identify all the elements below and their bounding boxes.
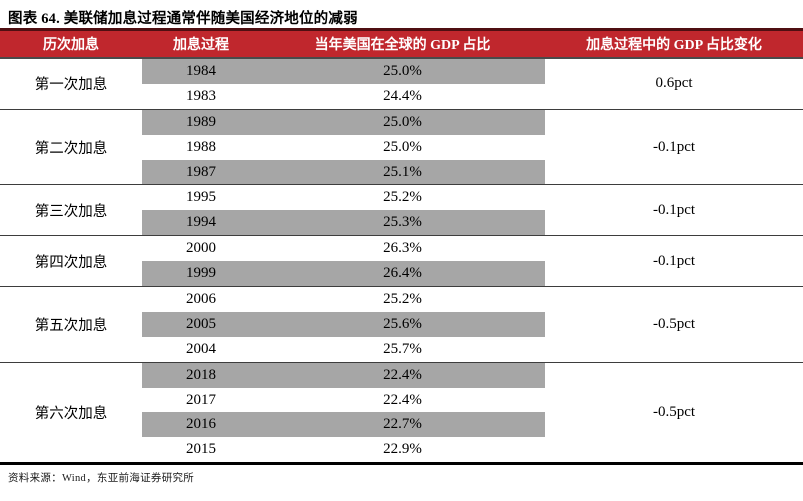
year-cell: 2017	[186, 391, 216, 408]
year-cell: 2016	[142, 412, 260, 438]
hike-round-label: 第一次加息	[34, 77, 108, 94]
gdp-share-cell: 24.4%	[383, 87, 422, 104]
year-cell: 1995	[186, 189, 216, 206]
column-header-hike-round: 历次加息	[43, 38, 99, 53]
gdp-share-cell: 26.4%	[260, 261, 545, 287]
gdp-share-cell: 22.9%	[383, 441, 422, 458]
year-cell: 1989	[142, 109, 260, 135]
year-cell: 1987	[142, 159, 260, 185]
gdp-share-cell: 25.0%	[260, 59, 545, 84]
source-note: 资料来源：Wind，东亚前海证券研究所	[8, 473, 195, 485]
year-cell: 1988	[186, 138, 216, 155]
gdp-share-cell: 25.2%	[383, 290, 422, 307]
year-cell: 1999	[142, 261, 260, 287]
gdp-change-cell: -0.1pct	[652, 252, 696, 269]
hike-round-label: 第三次加息	[34, 203, 108, 220]
rate-hike-group: 第六次加息 2018 22.4% 2017 22.4% 2016 22.7% 2015 22.9…	[0, 362, 803, 466]
gdp-change-cell: -0.5pct	[652, 315, 696, 332]
year-cell: 2005	[142, 311, 260, 337]
hike-round-label: 第二次加息	[34, 140, 108, 157]
gdp-share-cell: 25.2%	[383, 189, 422, 206]
year-cell: 1983	[186, 87, 216, 104]
figure-title: 图表 64. 美联储加息过程通常伴随美国经济地位的减弱	[8, 11, 358, 27]
gdp-share-cell: 25.3%	[260, 210, 545, 236]
year-cell: 2004	[186, 340, 216, 357]
column-header-hike-process: 加息过程	[173, 38, 229, 53]
gdp-change-cell: -0.5pct	[652, 403, 696, 420]
gdp-change-cell: -0.1pct	[652, 201, 696, 218]
gdp-share-cell: 22.4%	[383, 391, 422, 408]
year-cell: 2015	[186, 441, 216, 458]
rate-hike-group: 第一次加息 1984 25.0% 1983 24.4% 0.6pct	[0, 59, 803, 110]
rate-hike-group: 第四次加息 2000 26.3% 1999 26.4% -0.1pct	[0, 236, 803, 288]
rate-hike-group: 第二次加息 1989 25.0% 1988 25.0% 1987 25.1% -0.1pct	[0, 109, 803, 186]
gdp-share-cell: 25.6%	[260, 311, 545, 337]
year-cell: 2018	[142, 362, 260, 388]
gdp-share-cell: 25.1%	[260, 159, 545, 185]
gdp-share-cell: 25.0%	[260, 109, 545, 135]
gdp-change-cell: 0.6pct	[655, 75, 693, 92]
column-header-gdp-change: 加息过程中的 GDP 占比变化	[586, 38, 762, 53]
gdp-share-cell: 22.4%	[260, 362, 545, 388]
year-cell: 2000	[186, 240, 216, 257]
column-header-gdp-share: 当年美国在全球的 GDP 占比	[314, 38, 491, 53]
year-cell: 2006	[186, 290, 216, 307]
gdp-change-cell: -0.1pct	[652, 138, 696, 155]
hike-round-label: 第六次加息	[34, 405, 108, 422]
gdp-share-cell: 25.7%	[383, 340, 422, 357]
hike-round-label: 第四次加息	[34, 254, 108, 271]
hike-round-label: 第五次加息	[34, 317, 108, 334]
rate-hike-group: 第五次加息 2006 25.2% 2005 25.6% 2004 25.7% -0.5pct	[0, 287, 803, 363]
rate-hike-group: 第三次加息 1995 25.2% 1994 25.3% -0.1pct	[0, 185, 803, 237]
gdp-share-cell: 22.7%	[260, 412, 545, 438]
year-cell: 1984	[142, 59, 260, 84]
table-header-row: 历次加息 加息过程 当年美国在全球的 GDP 占比 加息过程中的 GDP 占比变…	[0, 28, 803, 59]
gdp-share-cell: 25.0%	[383, 138, 422, 155]
year-cell: 1994	[142, 210, 260, 236]
table-body: 第一次加息 1984 25.0% 1983 24.4% 0.6pct 第二次加息 1989 25…	[0, 59, 803, 466]
gdp-share-cell: 26.3%	[383, 240, 422, 257]
